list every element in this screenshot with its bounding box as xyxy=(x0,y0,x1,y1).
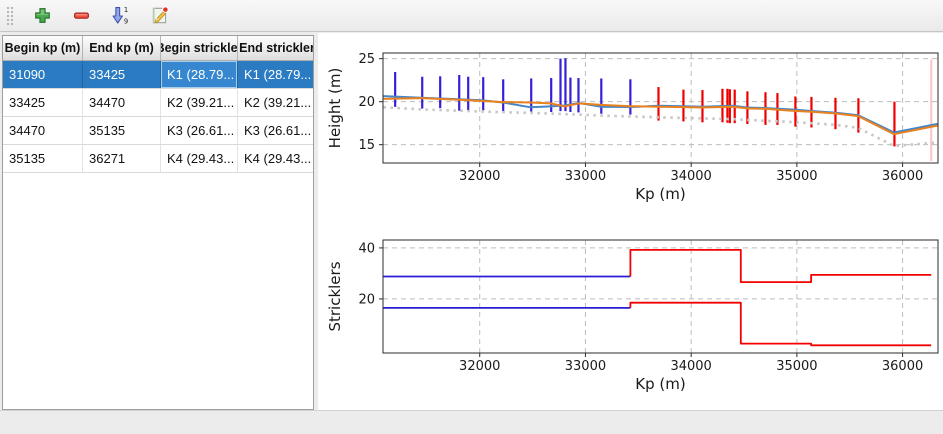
edit-icon xyxy=(152,6,169,24)
toolbar: 1 9 xyxy=(0,0,943,32)
plot-border xyxy=(382,239,939,354)
x-tick-label: 36000 xyxy=(882,359,923,374)
x-tick-label: 33000 xyxy=(565,169,606,184)
table-row: 31090 33425 K1 (28.79... K1 (28.79... xyxy=(3,61,313,89)
y-tick-label: 15 xyxy=(358,138,375,153)
x-tick-label: 35000 xyxy=(776,359,817,374)
x-axis-label: Kp (m) xyxy=(635,185,685,203)
table-cell[interactable]: K4 (29.43... xyxy=(238,145,313,172)
table-body: 31090 33425 K1 (28.79... K1 (28.79... 33425 3… xyxy=(3,61,313,173)
table-cell[interactable]: 34470 xyxy=(83,89,161,116)
table-cell[interactable]: 35135 xyxy=(3,145,83,172)
stricklers-table: Begin kp (m)End kp (m)Begin stricklerEnd… xyxy=(2,35,314,410)
x-tick-label: 36000 xyxy=(882,169,923,184)
bed-line-orange xyxy=(383,97,938,136)
table-cell[interactable]: K3 (26.61... xyxy=(161,117,238,144)
table-cell[interactable]: K3 (26.61... xyxy=(238,117,313,144)
stricklers-chart: 32000 33000 34000 35000 36000 20 40 Kp (m) Stric… xyxy=(318,220,943,404)
plot-border xyxy=(382,52,939,164)
x-tick-label: 33000 xyxy=(565,359,606,374)
y-tick-label: 20 xyxy=(358,95,375,110)
x-tick-label: 32000 xyxy=(459,169,500,184)
table-cell[interactable]: 31090 xyxy=(3,61,83,88)
column-header[interactable]: End strickler xyxy=(238,36,313,60)
y-axis-label: Height (m) xyxy=(326,68,344,149)
x-tick-label: 34000 xyxy=(670,169,711,184)
table-cell[interactable]: K2 (39.21... xyxy=(161,89,238,116)
table-cell[interactable]: K2 (39.21... xyxy=(238,89,313,116)
table-cell[interactable]: 36271 xyxy=(83,145,161,172)
y-tick-label: 40 xyxy=(358,241,375,256)
lower-envelope-dotted xyxy=(383,106,938,148)
table-cell[interactable]: K1 (28.79... xyxy=(238,61,313,88)
table-cell[interactable]: 33425 xyxy=(3,89,83,116)
panel-splitter[interactable] xyxy=(314,33,318,410)
table-row: 33425 34470 K2 (39.21... K2 (39.21... xyxy=(3,89,313,117)
x-axis-label: Kp (m) xyxy=(635,375,685,393)
x-tick-label: 32000 xyxy=(459,359,500,374)
column-header[interactable]: Begin strickler xyxy=(161,36,238,60)
figure-background xyxy=(318,36,943,220)
remove-button[interactable] xyxy=(68,3,94,29)
table-cell[interactable]: K4 (29.43... xyxy=(161,145,238,172)
x-tick-label: 34000 xyxy=(670,359,711,374)
sort-digit-bottom: 9 xyxy=(123,17,127,25)
add-button[interactable] xyxy=(29,3,55,29)
x-tick-label: 35000 xyxy=(776,169,817,184)
table-cell[interactable]: K1 (28.79... xyxy=(161,61,238,88)
plus-icon xyxy=(34,8,50,23)
y-axis-label: Stricklers xyxy=(326,261,344,331)
sort-digit-top: 1 xyxy=(123,6,127,14)
profile-chart: 32000 33000 34000 35000 36000 15 20 25 Kp (m) Hei… xyxy=(318,36,943,220)
status-bar xyxy=(0,410,943,434)
sort-button[interactable]: 1 9 xyxy=(107,3,133,29)
charts-panel: 32000 33000 34000 35000 36000 15 20 25 Kp (m) Hei… xyxy=(318,33,943,410)
column-header[interactable]: End kp (m) xyxy=(83,36,161,60)
table-cell[interactable]: 35135 xyxy=(83,117,161,144)
table-row: 35135 36271 K4 (29.43... K4 (29.43... xyxy=(3,145,313,173)
table-row: 34470 35135 K3 (26.61... K3 (26.61... xyxy=(3,117,313,145)
y-tick-label: 20 xyxy=(358,292,375,307)
sort-numeric-icon: 1 9 xyxy=(112,6,128,25)
minor-bed xyxy=(629,248,932,283)
table-cell[interactable]: 34470 xyxy=(3,117,83,144)
table-cell[interactable]: 33425 xyxy=(83,61,161,88)
medium-bed xyxy=(629,301,932,347)
toolbar-drag-handle[interactable] xyxy=(6,5,14,26)
edit-button[interactable] xyxy=(146,3,172,29)
y-tick-label: 25 xyxy=(358,52,375,67)
table-header: Begin kp (m)End kp (m)Begin stricklerEnd… xyxy=(3,36,313,61)
minus-icon xyxy=(73,12,89,19)
column-header[interactable]: Begin kp (m) xyxy=(3,36,83,60)
